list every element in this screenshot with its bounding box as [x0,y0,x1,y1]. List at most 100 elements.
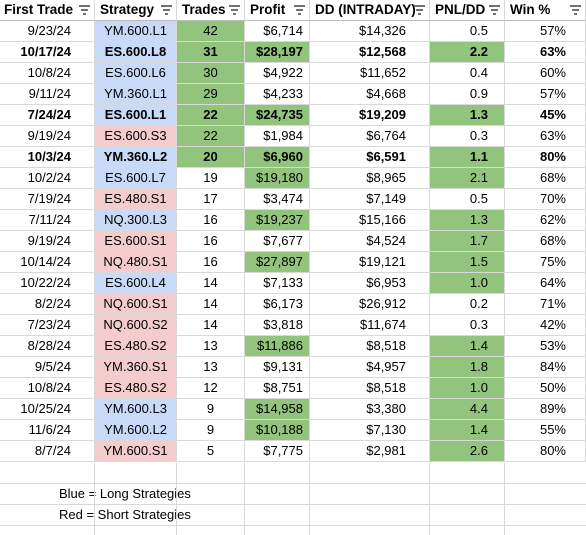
cell-pnl-dd[interactable]: 4.4 [430,399,505,420]
cell-profit[interactable]: $6,714 [245,21,310,42]
cell-profit[interactable]: $14,958 [245,399,310,420]
cell-dd[interactable]: $4,524 [310,231,430,252]
cell-win-pct[interactable]: 71% [505,294,586,315]
cell-pnl-dd[interactable]: 1.4 [430,420,505,441]
cell-win-pct[interactable]: 68% [505,168,586,189]
cell-profit[interactable]: $28,197 [245,42,310,63]
cell-trades[interactable]: 19 [177,168,245,189]
header-profit[interactable]: Profit [245,0,310,21]
cell-win-pct[interactable]: 75% [505,252,586,273]
cell-dd[interactable]: $7,149 [310,189,430,210]
cell-pnl-dd[interactable]: 0.2 [430,294,505,315]
cell-strategy[interactable]: ES.480.S2 [95,336,177,357]
header-dd[interactable]: DD (INTRADAY) [310,0,430,21]
cell-first-trade[interactable]: 10/8/24 [0,63,95,84]
cell-dd[interactable]: $14,326 [310,21,430,42]
filter-icon[interactable] [79,5,90,15]
cell-dd[interactable]: $8,965 [310,168,430,189]
cell-win-pct[interactable]: 45% [505,105,586,126]
cell-strategy[interactable]: YM.360.L2 [95,147,177,168]
cell-dd[interactable]: $6,764 [310,126,430,147]
cell-first-trade[interactable]: 10/3/24 [0,147,95,168]
cell-win-pct[interactable]: 55% [505,420,586,441]
cell-pnl-dd[interactable]: 2.1 [430,168,505,189]
filter-icon[interactable] [414,5,425,15]
cell-pnl-dd[interactable]: 1.1 [430,147,505,168]
cell-strategy[interactable]: NQ.480.S1 [95,252,177,273]
cell-win-pct[interactable]: 84% [505,357,586,378]
cell-profit[interactable]: $1,984 [245,126,310,147]
cell-strategy[interactable]: ES.600.S3 [95,126,177,147]
cell-first-trade[interactable]: 8/2/24 [0,294,95,315]
cell-strategy[interactable]: ES.480.S2 [95,378,177,399]
cell-trades[interactable]: 22 [177,105,245,126]
cell-trades[interactable]: 16 [177,231,245,252]
cell-first-trade[interactable]: 10/14/24 [0,252,95,273]
cell-trades[interactable]: 30 [177,63,245,84]
cell-trades[interactable]: 9 [177,399,245,420]
filter-icon[interactable] [294,5,305,15]
cell-first-trade[interactable]: 10/22/24 [0,273,95,294]
cell-dd[interactable]: $4,668 [310,84,430,105]
cell-win-pct[interactable]: 80% [505,147,586,168]
cell-dd[interactable]: $7,130 [310,420,430,441]
header-strategy[interactable]: Strategy [95,0,177,21]
cell-strategy[interactable]: YM.600.S1 [95,441,177,462]
cell-dd[interactable]: $6,953 [310,273,430,294]
cell-trades[interactable]: 14 [177,294,245,315]
filter-icon[interactable] [229,5,240,15]
cell-profit[interactable]: $3,474 [245,189,310,210]
filter-icon[interactable] [489,5,500,15]
cell-dd[interactable]: $12,568 [310,42,430,63]
cell-first-trade[interactable]: 11/6/24 [0,420,95,441]
cell-win-pct[interactable]: 50% [505,378,586,399]
cell-first-trade[interactable]: 9/19/24 [0,126,95,147]
cell-trades[interactable]: 13 [177,336,245,357]
cell-win-pct[interactable]: 57% [505,21,586,42]
cell-strategy[interactable]: YM.360.L1 [95,84,177,105]
header-trades[interactable]: Trades [177,0,245,21]
cell-win-pct[interactable]: 62% [505,210,586,231]
header-pnl-dd[interactable]: PNL/DD [430,0,505,21]
note-blue-long[interactable]: Blue = Long Strategies [0,484,586,505]
cell-strategy[interactable]: YM.360.S1 [95,357,177,378]
cell-win-pct[interactable]: 60% [505,63,586,84]
cell-dd[interactable]: $2,981 [310,441,430,462]
header-win-pct[interactable]: Win % [505,0,586,21]
cell-win-pct[interactable]: 68% [505,231,586,252]
cell-strategy[interactable]: NQ.600.S2 [95,315,177,336]
cell-profit[interactable]: $4,922 [245,63,310,84]
cell-first-trade[interactable]: 7/24/24 [0,105,95,126]
cell-trades[interactable]: 17 [177,189,245,210]
cell-pnl-dd[interactable]: 1.8 [430,357,505,378]
cell-strategy[interactable]: YM.600.L1 [95,21,177,42]
cell-trades[interactable]: 12 [177,378,245,399]
cell-strategy[interactable]: YM.600.L3 [95,399,177,420]
cell-profit[interactable]: $7,133 [245,273,310,294]
cell-pnl-dd[interactable]: 2.2 [430,42,505,63]
cell-pnl-dd[interactable]: 1.4 [430,336,505,357]
cell-first-trade[interactable]: 10/8/24 [0,378,95,399]
cell-profit[interactable]: $19,237 [245,210,310,231]
cell-win-pct[interactable]: 53% [505,336,586,357]
cell-first-trade[interactable]: 9/5/24 [0,357,95,378]
cell-strategy[interactable]: ES.600.S1 [95,231,177,252]
cell-win-pct[interactable]: 63% [505,42,586,63]
cell-pnl-dd[interactable]: 1.0 [430,378,505,399]
cell-first-trade[interactable]: 7/23/24 [0,315,95,336]
cell-strategy[interactable]: YM.600.L2 [95,420,177,441]
cell-pnl-dd[interactable]: 1.7 [430,231,505,252]
cell-profit[interactable]: $7,677 [245,231,310,252]
note-red-short[interactable]: Red = Short Strategies [0,505,586,526]
cell-win-pct[interactable]: 57% [505,84,586,105]
cell-trades[interactable]: 9 [177,420,245,441]
cell-dd[interactable]: $4,957 [310,357,430,378]
cell-profit[interactable]: $7,775 [245,441,310,462]
cell-first-trade[interactable]: 8/28/24 [0,336,95,357]
cell-profit[interactable]: $11,886 [245,336,310,357]
header-first-trade[interactable]: First Trade [0,0,95,21]
cell-profit[interactable]: $6,173 [245,294,310,315]
cell-trades[interactable]: 14 [177,273,245,294]
cell-profit[interactable]: $3,818 [245,315,310,336]
cell-pnl-dd[interactable]: 2.6 [430,441,505,462]
